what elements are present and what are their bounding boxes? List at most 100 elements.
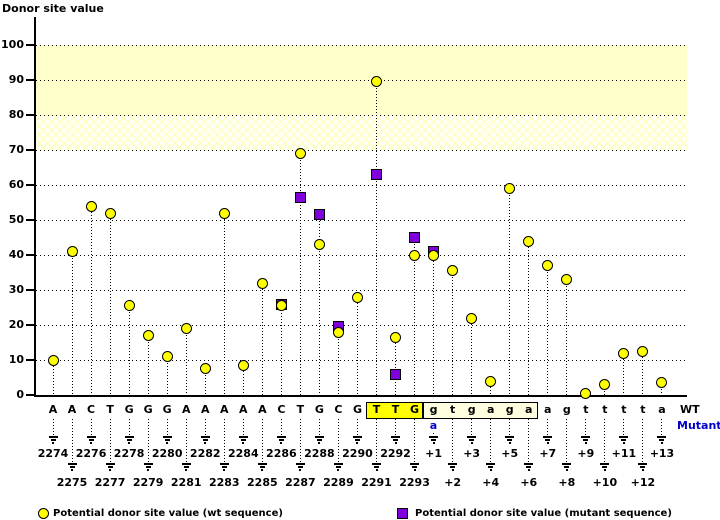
stem-line — [356, 297, 358, 396]
y-tick — [26, 114, 34, 116]
y-tick — [26, 219, 34, 221]
sequence-base: A — [200, 403, 210, 416]
mutant-point — [294, 191, 306, 203]
down-arrow-icon — [504, 436, 515, 444]
sequence-base: a — [658, 403, 666, 416]
down-arrow-icon — [257, 463, 268, 471]
wt-point — [275, 300, 287, 312]
wt-point — [542, 260, 554, 271]
position-label: 2277 — [94, 476, 126, 489]
position-pointer-line — [528, 419, 530, 463]
sequence-base: t — [621, 403, 627, 416]
mutant-row-label: Mutant — [677, 419, 720, 432]
sequence-base: A — [181, 403, 191, 416]
y-tick — [26, 184, 34, 186]
position-pointer-line — [661, 419, 663, 436]
position-label: 2289 — [323, 476, 354, 489]
wt-point — [313, 239, 325, 250]
sequence-base: G — [410, 403, 420, 416]
position-pointer-line — [490, 419, 492, 463]
wt-point — [180, 323, 192, 334]
stem-line — [128, 305, 130, 396]
mutant-base-letter: a — [429, 419, 438, 432]
sequence-base: G — [314, 403, 324, 416]
sequence-base: A — [258, 403, 267, 416]
stem-line — [90, 206, 92, 396]
position-label: 2282 — [189, 447, 221, 460]
sequence-base: A — [220, 403, 229, 416]
position-label: +1 — [425, 447, 443, 460]
position-pointer-line — [147, 419, 149, 463]
sequence-base: C — [334, 403, 343, 416]
y-tick-label: 60 — [8, 178, 24, 191]
y-tick-label: 70 — [8, 143, 24, 156]
y-axis-line — [34, 17, 36, 396]
sequence-base: G — [162, 403, 172, 416]
position-pointer-line — [452, 419, 454, 463]
gridline — [36, 185, 687, 186]
down-arrow-icon — [86, 436, 97, 444]
position-pointer-line — [471, 419, 473, 436]
wt-point — [294, 148, 306, 159]
y-tick — [26, 79, 34, 81]
position-pointer-line — [509, 419, 511, 436]
wt-point — [466, 312, 478, 324]
wt-point — [218, 207, 230, 219]
down-arrow-icon — [105, 463, 116, 471]
position-pointer-line — [223, 419, 225, 463]
gridline — [36, 45, 687, 46]
wt-point — [104, 207, 116, 219]
wt-point — [504, 183, 516, 194]
wt-point — [637, 345, 649, 357]
sequence-base: C — [277, 403, 286, 416]
position-label: +5 — [501, 447, 519, 460]
sequence-base: T — [391, 403, 400, 416]
down-arrow-icon — [314, 436, 325, 444]
stem-line — [414, 237, 416, 396]
gridline — [36, 325, 687, 326]
stem-line — [566, 279, 568, 396]
wt-point — [123, 300, 135, 312]
position-pointer-line — [604, 419, 606, 463]
stem-line — [280, 304, 282, 396]
position-pointer-line — [280, 419, 282, 436]
mutant-point — [371, 169, 382, 180]
down-arrow-icon — [67, 463, 78, 471]
stem-line — [661, 382, 663, 396]
position-label: 2287 — [285, 476, 316, 489]
sequence-base: T — [106, 403, 114, 416]
y-tick — [26, 324, 34, 326]
down-arrow-icon — [352, 436, 363, 444]
down-arrow-icon — [580, 436, 591, 444]
wt-point — [85, 200, 97, 212]
sequence-base: A — [48, 403, 58, 416]
down-arrow-icon — [428, 436, 439, 444]
wt-point — [599, 379, 611, 390]
down-arrow-icon — [542, 436, 553, 444]
donor-site-highlight-box — [366, 402, 423, 419]
stem-line — [299, 153, 301, 396]
position-pointer-line — [71, 419, 73, 463]
position-label: 2293 — [399, 476, 430, 489]
down-arrow-icon — [561, 463, 572, 471]
down-arrow-icon — [371, 463, 382, 471]
mutant-legend-label: Potential donor site value (mutant seque… — [415, 508, 672, 519]
y-tick — [26, 359, 34, 361]
down-arrow-icon — [143, 463, 154, 471]
down-arrow-icon — [390, 436, 401, 444]
stem-line — [623, 353, 625, 396]
gridline — [36, 360, 687, 361]
stem-line — [395, 337, 397, 396]
position-label: +6 — [520, 476, 538, 489]
position-label: 2284 — [227, 447, 259, 460]
position-pointer-line — [261, 419, 263, 463]
down-arrow-icon — [447, 463, 458, 471]
wt-point — [371, 76, 382, 88]
stem-line — [52, 360, 54, 396]
y-tick — [26, 254, 34, 256]
y-tick — [26, 394, 34, 396]
gridline — [36, 255, 687, 256]
position-pointer-line — [242, 419, 244, 436]
sequence-base: t — [449, 403, 456, 416]
position-label: +7 — [539, 447, 557, 460]
